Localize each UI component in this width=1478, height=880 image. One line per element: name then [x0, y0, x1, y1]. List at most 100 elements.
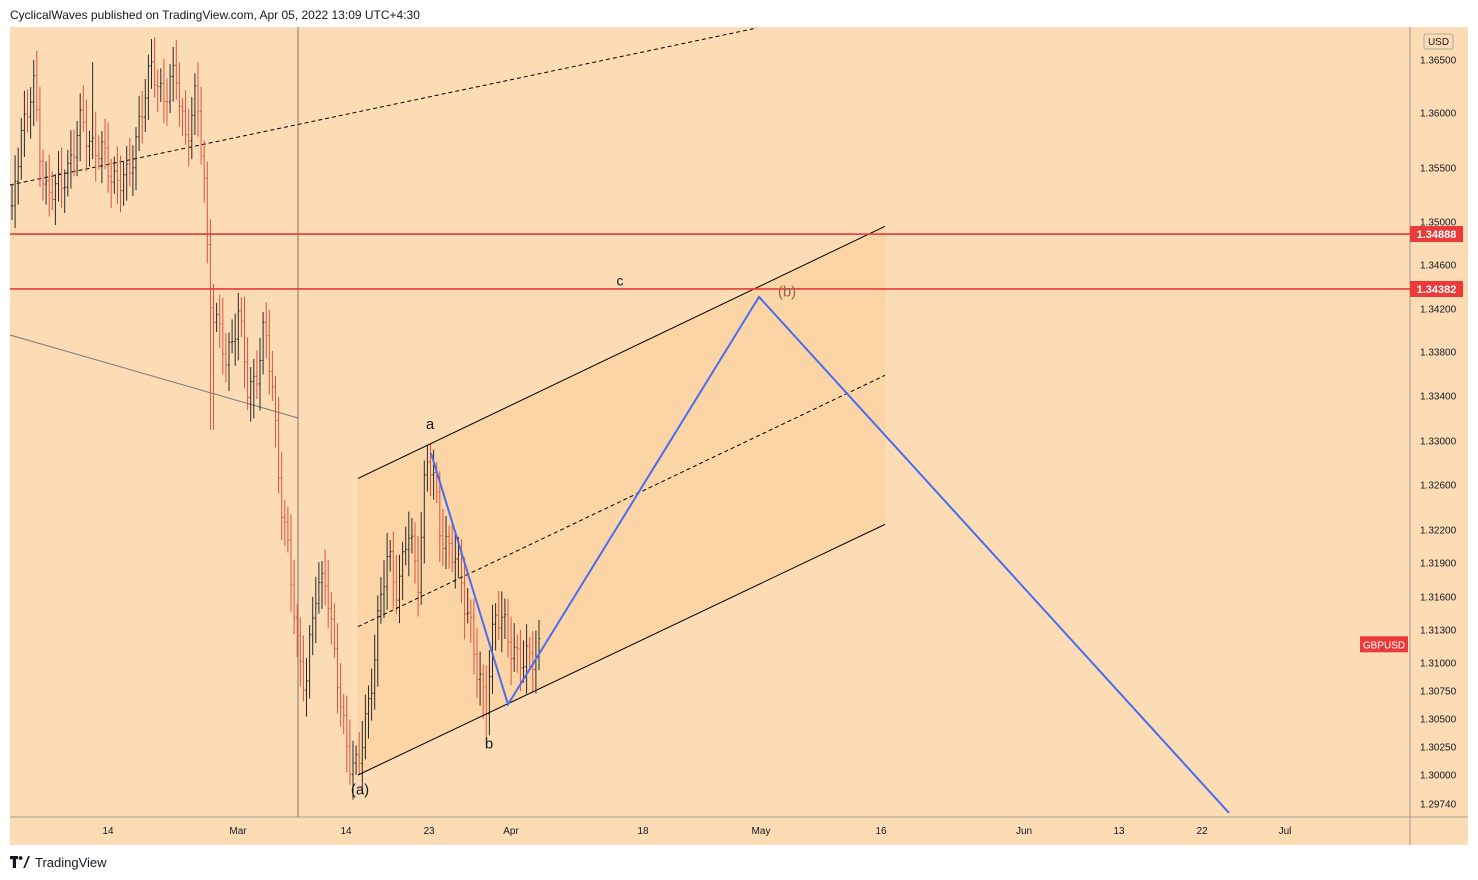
candle[interactable]: [203, 140, 206, 203]
wave-label[interactable]: b: [485, 736, 493, 753]
candle[interactable]: [451, 519, 454, 573]
candle[interactable]: [463, 557, 466, 640]
candle[interactable]: [283, 499, 286, 546]
candle[interactable]: [69, 130, 73, 189]
candle[interactable]: [333, 603, 336, 658]
candle[interactable]: [72, 129, 76, 177]
candle[interactable]: [444, 516, 448, 569]
candle[interactable]: [395, 555, 398, 615]
candle[interactable]: [156, 69, 159, 112]
candle[interactable]: [82, 85, 85, 132]
candle[interactable]: [94, 111, 97, 182]
candle[interactable]: [162, 58, 166, 123]
candle[interactable]: [79, 93, 82, 162]
candle[interactable]: [367, 685, 370, 739]
candle[interactable]: [327, 559, 330, 629]
candle[interactable]: [106, 122, 110, 193]
candle[interactable]: [20, 117, 23, 180]
candle[interactable]: [137, 95, 141, 151]
candle[interactable]: [516, 634, 519, 673]
candle[interactable]: [66, 149, 69, 197]
candle[interactable]: [345, 695, 348, 773]
candle[interactable]: [478, 651, 482, 706]
level-price-tag[interactable]: 1.34382: [1410, 280, 1463, 297]
candle[interactable]: [314, 576, 317, 644]
candle[interactable]: [500, 591, 503, 653]
candle[interactable]: [466, 588, 469, 624]
candle[interactable]: [274, 376, 277, 448]
candle[interactable]: [522, 640, 525, 683]
candle[interactable]: [209, 219, 212, 430]
candle[interactable]: [103, 118, 107, 170]
candle[interactable]: [491, 604, 494, 694]
candle[interactable]: [147, 54, 150, 120]
candles[interactable]: [10, 37, 541, 800]
candle[interactable]: [178, 62, 181, 127]
candle[interactable]: [190, 97, 193, 160]
candle[interactable]: [243, 296, 246, 388]
candle[interactable]: [311, 596, 314, 656]
candle[interactable]: [48, 154, 51, 217]
candle[interactable]: [299, 617, 302, 687]
candle[interactable]: [187, 108, 190, 167]
candle[interactable]: [432, 449, 435, 500]
wave-label[interactable]: c: [617, 272, 624, 288]
candle[interactable]: [503, 598, 507, 640]
wave-label[interactable]: a: [426, 416, 435, 433]
candle[interactable]: [271, 351, 274, 401]
candle[interactable]: [88, 130, 91, 167]
candle[interactable]: [339, 663, 342, 727]
candle[interactable]: [348, 719, 352, 785]
candle[interactable]: [519, 629, 522, 692]
candle[interactable]: [364, 694, 367, 760]
candle[interactable]: [57, 150, 60, 202]
candle[interactable]: [159, 68, 162, 103]
channel-upper-line[interactable]: [357, 225, 886, 479]
candle[interactable]: [51, 171, 54, 210]
candle[interactable]: [17, 147, 20, 205]
candle[interactable]: [230, 319, 234, 354]
currency-badge[interactable]: USD: [1423, 33, 1454, 50]
candle[interactable]: [134, 127, 138, 191]
candle[interactable]: [206, 161, 209, 264]
candle[interactable]: [168, 64, 172, 114]
candle[interactable]: [407, 511, 410, 577]
candle[interactable]: [100, 131, 104, 184]
candle[interactable]: [410, 518, 414, 554]
candle[interactable]: [475, 628, 479, 698]
time-axis-area[interactable]: [10, 817, 1468, 845]
candle[interactable]: [246, 337, 249, 411]
candle[interactable]: [63, 169, 66, 214]
candle[interactable]: [416, 536, 420, 617]
candle[interactable]: [423, 460, 426, 564]
candle[interactable]: [286, 506, 290, 553]
candle[interactable]: [38, 86, 42, 187]
candle[interactable]: [447, 525, 451, 569]
candle[interactable]: [429, 443, 432, 497]
candle[interactable]: [494, 603, 497, 651]
candle[interactable]: [370, 668, 373, 721]
candle[interactable]: [488, 650, 491, 736]
candle[interactable]: [29, 87, 32, 139]
candle[interactable]: [91, 62, 94, 160]
candle[interactable]: [330, 592, 333, 645]
candle[interactable]: [144, 79, 147, 132]
candle[interactable]: [193, 73, 197, 135]
candle[interactable]: [252, 358, 255, 419]
candle[interactable]: [482, 664, 485, 720]
candle[interactable]: [199, 87, 203, 165]
candle[interactable]: [401, 541, 404, 601]
tradingview-footer[interactable]: TradingView: [10, 853, 107, 871]
channel-lower-line[interactable]: [357, 523, 886, 776]
candle[interactable]: [122, 161, 125, 206]
candle[interactable]: [26, 89, 29, 133]
candle[interactable]: [41, 149, 45, 201]
candle[interactable]: [441, 509, 445, 567]
candle[interactable]: [23, 90, 26, 157]
candle[interactable]: [513, 623, 516, 672]
candle[interactable]: [497, 591, 500, 640]
candle[interactable]: [389, 540, 392, 572]
candle[interactable]: [224, 333, 228, 383]
candle[interactable]: [528, 636, 531, 668]
candle[interactable]: [227, 332, 231, 391]
